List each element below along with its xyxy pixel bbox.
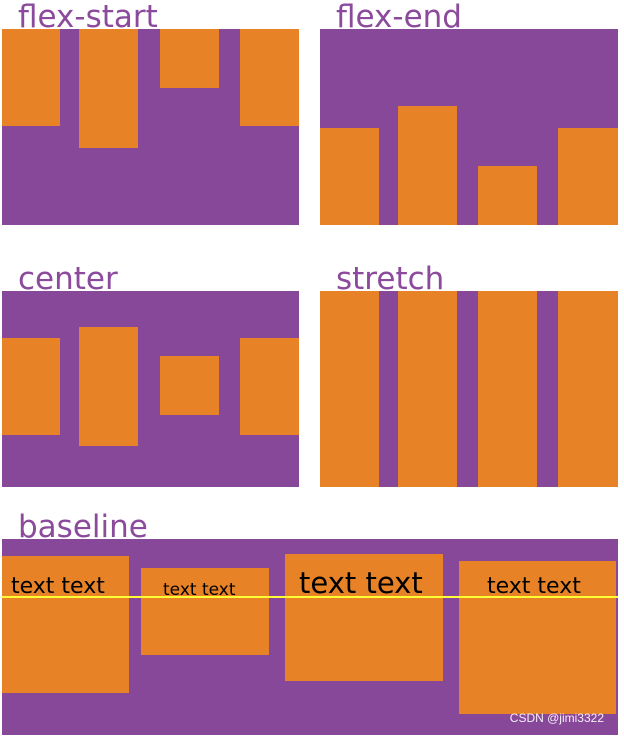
flex-end-panel [320,29,618,225]
baseline-item-1: text text [2,556,129,693]
baseline-item-2-text: text text [163,580,236,600]
stretch-panel [320,291,618,487]
center-item-3 [160,356,219,415]
flex-end-item-3 [478,166,537,225]
flex-start-item-1 [2,29,60,126]
flex-start-item-4 [240,29,299,126]
flex-end-item-4 [558,128,618,225]
flex-end-item-1 [320,128,379,225]
stretch-item-2 [398,291,457,487]
stretch-item-1 [320,291,379,487]
baseline-guide-line [2,596,618,598]
flex-start-label: flex-start [18,0,158,35]
baseline-label: baseline [18,509,148,545]
flex-end-item-2 [398,106,457,225]
flex-start-panel [2,29,299,225]
stretch-item-4 [558,291,618,487]
baseline-item-3-text: text text [299,566,423,600]
center-label: center [18,261,118,297]
flex-end-label: flex-end [336,0,462,35]
center-item-2 [79,327,138,446]
baseline-item-3: text text [285,554,443,681]
center-item-4 [240,338,299,435]
stretch-item-3 [478,291,537,487]
baseline-item-4-text: text text [487,574,581,599]
flex-start-item-2 [79,29,138,148]
baseline-item-2: text text [141,568,269,655]
flex-start-item-3 [160,29,219,88]
baseline-item-4: text text [459,561,616,714]
baseline-item-1-text: text text [11,574,105,599]
stretch-label: stretch [336,261,445,297]
baseline-panel: text text text text text text text text … [2,539,618,735]
center-item-1 [2,338,60,435]
center-panel [2,291,299,487]
watermark: CSDN @jimi3322 [509,711,604,725]
